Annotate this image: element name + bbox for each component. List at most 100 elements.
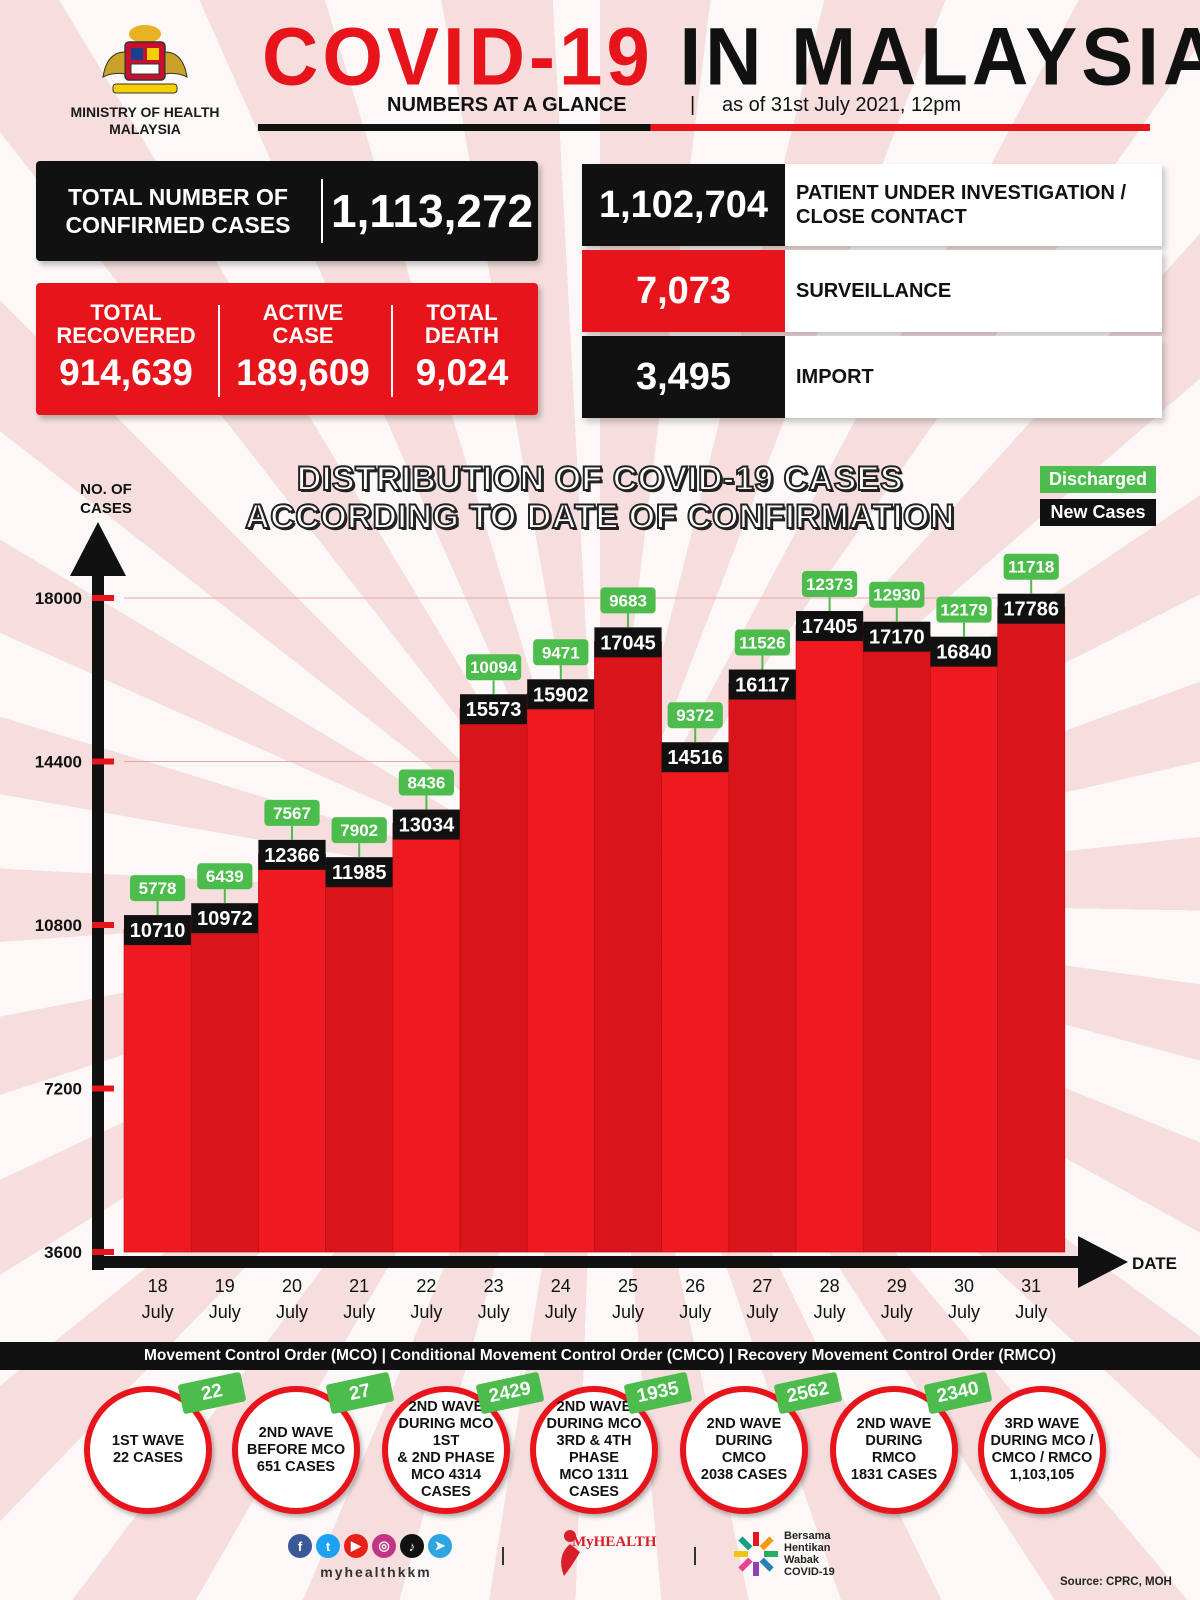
bar-label-box: [392, 809, 460, 840]
x-tick-month: July: [478, 1302, 510, 1322]
youtube-icon[interactable]: ▶: [344, 1534, 368, 1558]
bar-label-new-cases: 17170: [869, 627, 925, 649]
x-tick-day: 28: [820, 1276, 840, 1296]
x-tick-month: July: [209, 1302, 241, 1322]
bar-label-new-cases: 10710: [130, 920, 186, 942]
bar-new-cases: [594, 641, 662, 1253]
discharged-value: 9683: [609, 591, 647, 610]
total-confirmed-panel: TOTAL NUMBER OF CONFIRMED CASES 1,113,27…: [36, 161, 538, 261]
breakdown-row-pui: 1,102,704 PATIENT UNDER INVESTIGATION / …: [582, 164, 1162, 246]
bar-label-box: [594, 627, 662, 658]
y-tick-label: 18000: [35, 589, 82, 608]
bersama-logo: Bersama Hentikan Wabak COVID-19: [732, 1526, 852, 1582]
bar-label-box: [325, 857, 393, 888]
ministry-logo: MINISTRY OF HEALTH MALAYSIA: [60, 22, 230, 138]
legend-discharged: Discharged: [1040, 466, 1156, 493]
x-tick-day: 20: [282, 1276, 302, 1296]
breakdown-label-1: PATIENT UNDER INVESTIGATION /: [796, 182, 1127, 204]
bar-new-cases: [459, 707, 528, 1253]
divider: [218, 305, 220, 397]
bar-new-cases: [795, 624, 864, 1253]
bar-label-new-cases: 16117: [735, 675, 790, 697]
twitter-icon[interactable]: t: [316, 1534, 340, 1558]
bar-label-box: [258, 839, 326, 870]
y-tick-mark: [92, 1085, 114, 1092]
discharged-tag-box: [130, 875, 186, 902]
bar-label-new-cases: 11985: [332, 862, 387, 884]
breakdown-value: 7,073: [582, 250, 785, 332]
discharged-value: 7902: [340, 821, 378, 840]
breakdown-row-import: 3,495 IMPORT: [582, 336, 1162, 418]
discharged-value: 6439: [206, 867, 244, 886]
recovered-label-1: TOTAL: [90, 300, 162, 325]
facebook-icon[interactable]: f: [288, 1534, 312, 1558]
discharged-tag-box: [802, 571, 858, 598]
discharged-value: 5778: [139, 879, 177, 898]
discharged-tag-box: [197, 863, 253, 890]
bar-label-new-cases: 14516: [667, 747, 723, 769]
x-axis-arrow: [1078, 1236, 1128, 1288]
discharged-tag-box: [331, 817, 387, 844]
breakdown-label: SURVEILLANCE: [796, 250, 1156, 332]
bar-new-cases: [258, 853, 326, 1253]
footer-divider: [502, 1547, 504, 1565]
myhealth-text: MyHEALTH: [572, 1534, 657, 1550]
page-title: COVID-19 IN MALAYSIA: [262, 14, 1200, 98]
breakdown-label: IMPORT: [796, 336, 1156, 418]
x-tick-day: 19: [215, 1276, 235, 1296]
breakdown-row-surveillance: 7,073 SURVEILLANCE: [582, 250, 1162, 332]
x-tick-month: July: [679, 1302, 711, 1322]
x-tick-month: July: [612, 1302, 644, 1322]
title-malaysia: IN MALAYSIA: [679, 9, 1200, 103]
x-tick-day: 24: [551, 1276, 571, 1296]
bar-label-new-cases: 17786: [1003, 599, 1059, 621]
y-axis-label-1: NO. OF: [80, 481, 132, 498]
total-confirmed-value: 1,113,272: [331, 185, 534, 237]
x-axis: [92, 1256, 1092, 1268]
chart-title-line-1: DISTRIBUTION OF COVID-19 CASES: [296, 459, 904, 499]
y-tick-mark: [92, 758, 114, 765]
x-tick-day: 23: [484, 1276, 504, 1296]
x-tick-day: 18: [148, 1276, 168, 1296]
social-handle: myhealthkkm: [320, 1564, 432, 1580]
telegram-icon[interactable]: ➤: [428, 1534, 452, 1558]
x-tick-day: 27: [752, 1276, 772, 1296]
title-covid: COVID-19: [262, 9, 654, 103]
x-axis-label: DATE: [1132, 1254, 1178, 1273]
y-tick-label: 10800: [35, 916, 82, 935]
active-stat: ACTIVE CASE 189,609: [228, 301, 378, 395]
x-tick-month: July: [948, 1302, 980, 1322]
x-tick-day: 30: [954, 1276, 974, 1296]
outcome-panel: TOTAL RECOVERED 914,639 ACTIVE CASE 189,…: [36, 283, 538, 415]
bar-new-cases: [930, 650, 998, 1253]
breakdown-label-2: CLOSE CONTACT: [796, 206, 967, 228]
x-tick-day: 22: [416, 1276, 436, 1296]
discharged-value: 8436: [407, 774, 445, 793]
total-confirmed-label: TOTAL NUMBER OF CONFIRMED CASES: [48, 183, 308, 239]
ministry-name: MINISTRY OF HEALTH MALAYSIA: [60, 104, 230, 138]
x-tick-day: 31: [1021, 1276, 1041, 1296]
y-axis-label: NO. OF CASES: [62, 480, 150, 518]
x-tick-day: 29: [887, 1276, 907, 1296]
death-label-1: TOTAL: [426, 300, 498, 325]
title-underline: [258, 124, 1150, 131]
bar-label-box: [796, 611, 864, 642]
bar-label-box: [997, 593, 1065, 624]
bar-new-cases: [997, 607, 1066, 1253]
instagram-icon[interactable]: ◎: [372, 1534, 396, 1558]
bar-label-new-cases: 15573: [466, 699, 522, 721]
as-of-date: as of 31st July 2021, 12pm: [722, 94, 962, 116]
bar-label-new-cases: 17045: [600, 632, 656, 654]
bar-label-new-cases: 16840: [936, 642, 992, 664]
recovered-stat: TOTAL RECOVERED 914,639: [46, 301, 206, 395]
bar-new-cases: [190, 916, 259, 1253]
y-tick-mark: [92, 595, 114, 601]
subtitle-separator: |: [690, 94, 696, 116]
discharged-tag-box: [466, 654, 522, 681]
tiktok-icon[interactable]: ♪: [400, 1534, 424, 1558]
total-confirmed-label-2: CONFIRMED CASES: [65, 212, 291, 238]
y-axis-arrow: [70, 522, 126, 576]
x-tick-day: 26: [685, 1276, 705, 1296]
death-stat: TOTAL DEATH 9,024: [396, 301, 528, 395]
active-value: 189,609: [236, 352, 370, 393]
